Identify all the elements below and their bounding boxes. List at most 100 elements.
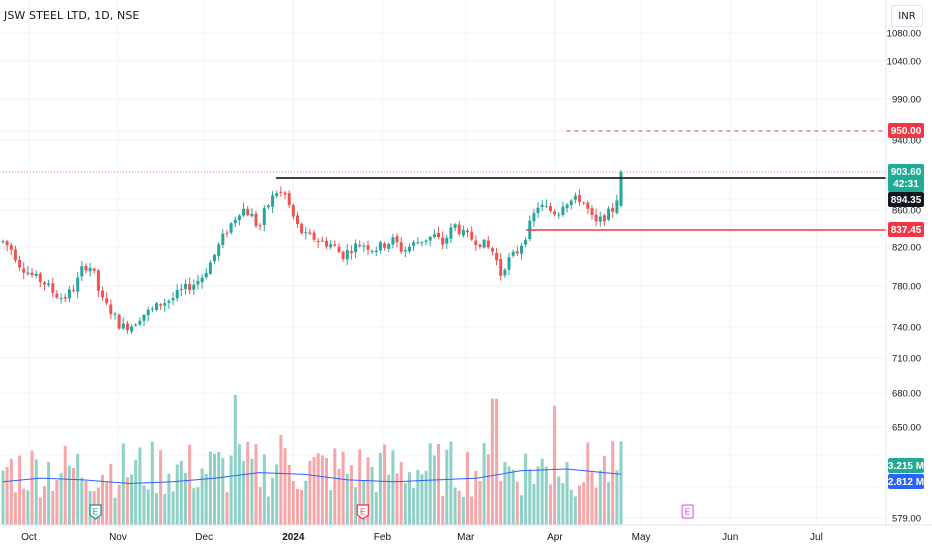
volume-bar [279,434,283,525]
candle [192,279,196,296]
volume-bar [188,444,192,525]
volume-bar [432,455,436,525]
candle [271,191,275,214]
time-tick-label: Mar [457,532,475,543]
candle [117,313,121,330]
price-tick-label: 990.00 [892,95,921,106]
candle [582,201,586,205]
volume-bar [387,474,391,525]
volume-bar [233,395,237,525]
volume-bar [1,470,5,525]
volume-bar [325,458,328,525]
candle [383,241,387,251]
volume-bar [557,476,561,525]
candle [403,246,407,258]
volume-bar [312,457,316,525]
candle [474,235,478,251]
candle [619,169,623,208]
volume-bar [399,462,403,525]
volume-bar [549,484,552,525]
candle [308,228,312,236]
candle [569,199,573,210]
candle [101,286,104,301]
volume-bar [254,444,258,525]
volume-bar [171,491,175,525]
time-tick-label: Feb [374,532,392,543]
volume-bar [117,484,121,525]
candle [184,279,187,295]
volume-bar [47,462,51,525]
volume-bar [51,491,55,525]
candle [395,233,399,248]
candle [378,240,382,254]
candle [316,238,320,248]
candle [573,192,577,204]
volume-bars [1,395,623,525]
volume-bar [159,450,163,525]
volume-bar [420,474,424,525]
candle [283,190,287,200]
earnings-marker[interactable]: E [89,504,102,520]
candle [150,306,154,313]
volume-bar [553,405,557,525]
candle [213,253,216,265]
candle [134,322,138,327]
volume-bar [611,440,615,525]
candle [171,292,175,306]
price-tick-label: 1080.00 [887,29,921,40]
volume-bar [569,489,573,525]
earnings-marker[interactable]: E [356,504,369,520]
volume-bar [408,472,411,525]
candle [561,201,565,217]
currency-button[interactable]: INR [891,5,923,27]
volume-bar [101,474,104,525]
crosshair-price-tag-text: 894.35 [891,195,922,206]
volume-bar [544,466,548,525]
volume-bar [320,455,324,525]
grid [0,0,886,525]
volume-bar [196,487,200,525]
candle [179,283,183,297]
candle [204,268,208,280]
candle [486,236,490,249]
candle [159,303,163,310]
candle [233,216,237,228]
volume-bar [296,488,299,525]
volume-bar [366,457,370,525]
candle [524,237,528,248]
volume-bar [55,480,59,525]
volume-bar [474,470,478,525]
earnings-marker[interactable]: E [681,504,694,519]
earnings-marker-letter: E [93,507,99,517]
time-tick-label: 2024 [282,532,305,543]
earnings-marker-letter: E [360,507,366,517]
candle [296,211,299,229]
volume-bar [113,497,117,525]
support-price-tag-text: 837.45 [891,225,922,236]
volume-bar [72,468,75,525]
candle [43,280,46,291]
volume-bar [125,477,129,525]
volume-bar [316,453,320,525]
volume-bar [208,451,212,525]
candle [482,238,486,249]
candle [470,226,474,241]
time-tick-label: Apr [547,532,563,543]
volume-bar [391,450,395,525]
volume-bar [221,457,225,525]
volume-bar [163,494,167,525]
candle [188,277,192,295]
candle [320,236,324,242]
volume-ma-line [2,468,622,485]
candle [246,205,250,217]
candle [287,190,291,209]
candle [362,242,366,253]
candle [515,245,519,257]
volume-bar [18,455,22,525]
volume-bar [138,447,142,525]
time-tick-label: Jun [722,532,738,543]
candle [511,249,515,258]
candle [312,230,316,243]
